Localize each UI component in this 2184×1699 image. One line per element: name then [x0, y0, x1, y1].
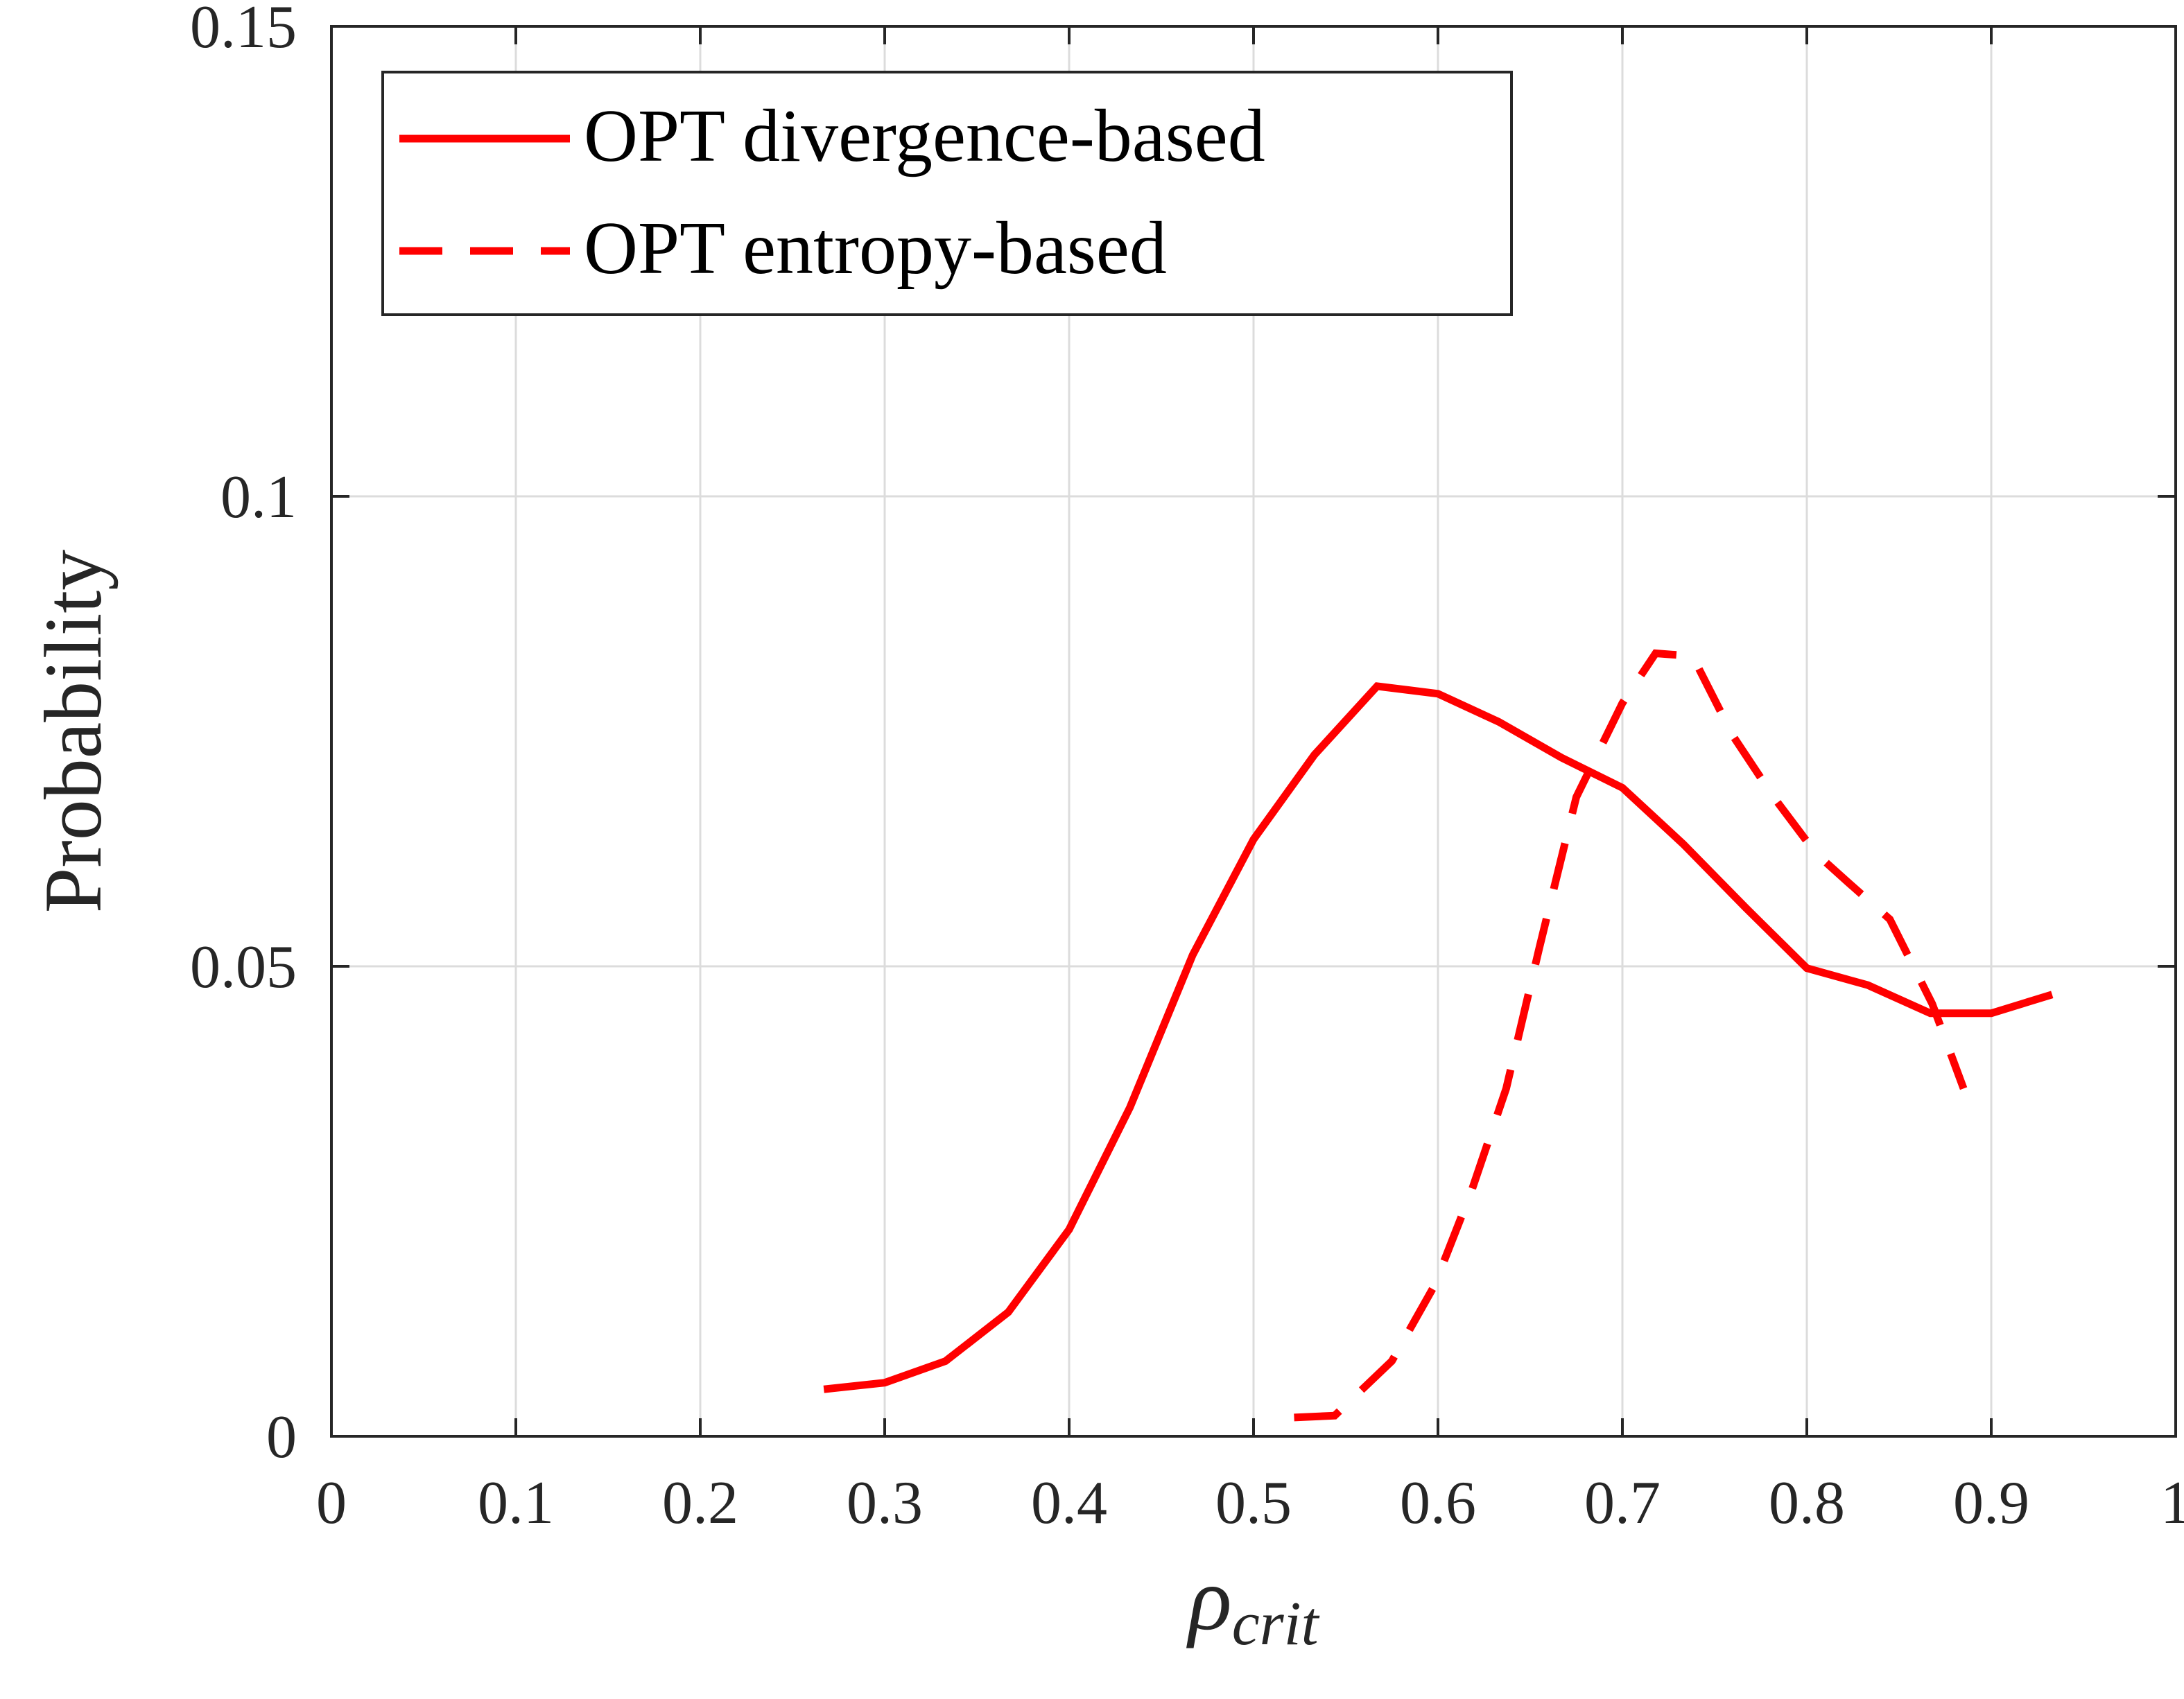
y-tick-label: 0.05 — [190, 934, 297, 1001]
legend-label-entropy: OPT entropy-based — [584, 207, 1167, 290]
x-tick-label: 0.4 — [1031, 1470, 1107, 1537]
axis-ticks — [330, 25, 2177, 1438]
x-tick-label: 0.6 — [1400, 1470, 1476, 1537]
series-line-entropy — [1294, 649, 1968, 1422]
x-axis-label-symbol: ρ — [1186, 1549, 1231, 1649]
x-tick-label: 0.1 — [478, 1470, 554, 1537]
x-tick-label: 0.9 — [1953, 1470, 2029, 1537]
x-axis-label-subscript: crit — [1232, 1589, 1320, 1658]
x-tick-label: 0.3 — [847, 1470, 923, 1537]
legend-label-divergence: OPT divergence-based — [584, 95, 1265, 177]
x-tick-label: 1 — [2160, 1470, 2184, 1537]
x-axis-label: ρcrit — [1186, 1549, 1319, 1658]
plot-series — [823, 649, 2054, 1422]
legend: OPT divergence-based OPT entropy-based — [381, 71, 1513, 316]
legend-box — [381, 71, 1513, 316]
y-tick-label: 0 — [266, 1404, 297, 1471]
x-tick-label: 0.8 — [1769, 1470, 1845, 1537]
x-tick-label: 0.5 — [1215, 1470, 1292, 1537]
y-tick-label: 0.15 — [190, 0, 297, 61]
series-line-divergence — [823, 682, 2054, 1393]
y-axis-label: Probability — [28, 550, 119, 913]
x-tick-label: 0.7 — [1584, 1470, 1661, 1537]
x-tick-label: 0.2 — [662, 1470, 738, 1537]
y-tick-label: 0.1 — [220, 464, 297, 531]
axis-tick-labels: 0 0.1 0.2 0.3 0.4 0.5 0.6 0.7 0.8 0.9 1 0 0.05 0.1 0.1… — [190, 0, 2184, 1537]
x-tick-label: 0 — [316, 1470, 347, 1537]
